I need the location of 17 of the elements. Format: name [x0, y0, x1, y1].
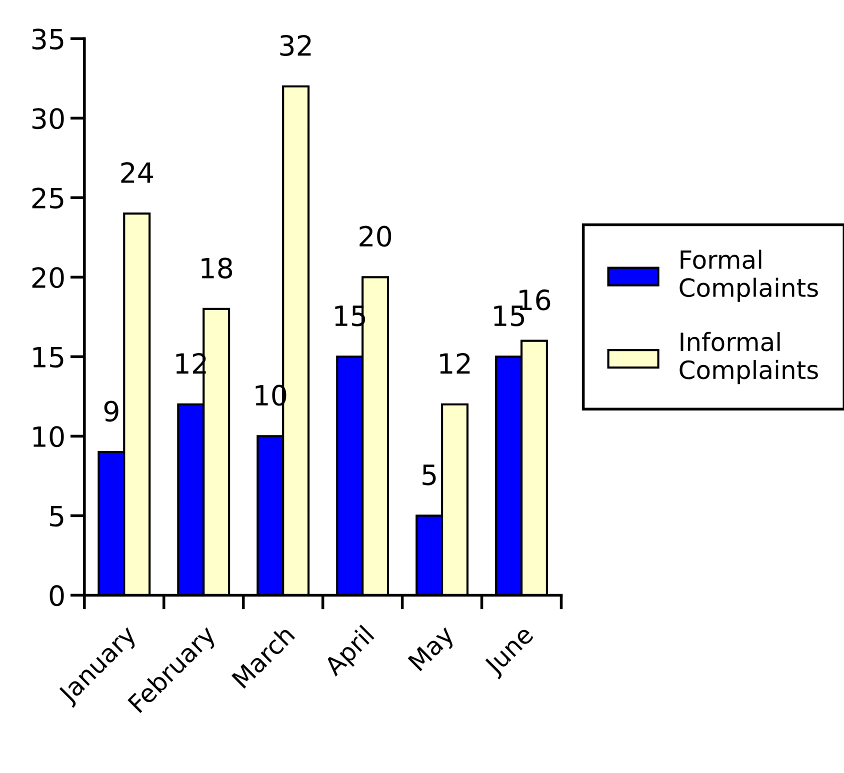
y-tick-label: 10: [33, 426, 64, 448]
y-tick-label: 5: [50, 506, 64, 527]
y-tick-label: 30: [32, 108, 64, 130]
data-label: 12: [440, 352, 470, 374]
y-tick-label: 0: [50, 585, 64, 606]
data-label: 20: [360, 226, 392, 247]
data-label: 9: [104, 400, 118, 422]
legend-label: Formal Complaints: [680, 250, 818, 302]
y-tick-label: 25: [32, 188, 64, 209]
y-tick-label: 35: [32, 28, 64, 50]
legend-label: Informal Complaints: [680, 332, 818, 384]
data-label: 5: [422, 464, 436, 486]
data-label: 24: [121, 162, 153, 183]
y-tick-label: 15: [33, 346, 64, 368]
y-tick-label: 20: [32, 267, 64, 288]
data-label: 18: [202, 258, 232, 279]
data-label: 32: [280, 34, 311, 56]
